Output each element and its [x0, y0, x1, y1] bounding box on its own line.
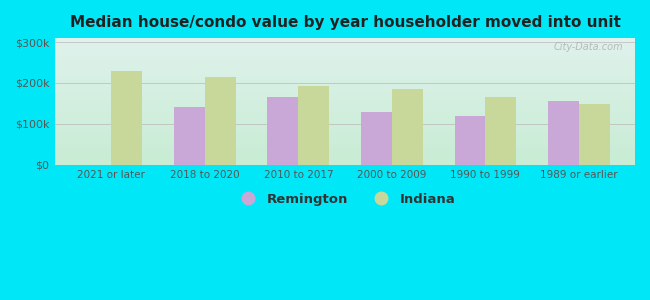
Bar	[454, 116, 486, 165]
Bar	[486, 97, 516, 165]
Bar	[579, 104, 610, 165]
Legend: Remington, Indiana: Remington, Indiana	[229, 188, 460, 211]
Bar	[392, 89, 422, 165]
Bar	[267, 97, 298, 165]
Bar	[298, 86, 329, 165]
Text: City-Data.com: City-Data.com	[554, 42, 623, 52]
Title: Median house/condo value by year householder moved into unit: Median house/condo value by year househo…	[70, 15, 621, 30]
Bar	[205, 77, 236, 165]
Bar	[361, 112, 392, 165]
Bar	[174, 107, 205, 165]
Bar	[548, 101, 579, 165]
Bar	[111, 71, 142, 165]
